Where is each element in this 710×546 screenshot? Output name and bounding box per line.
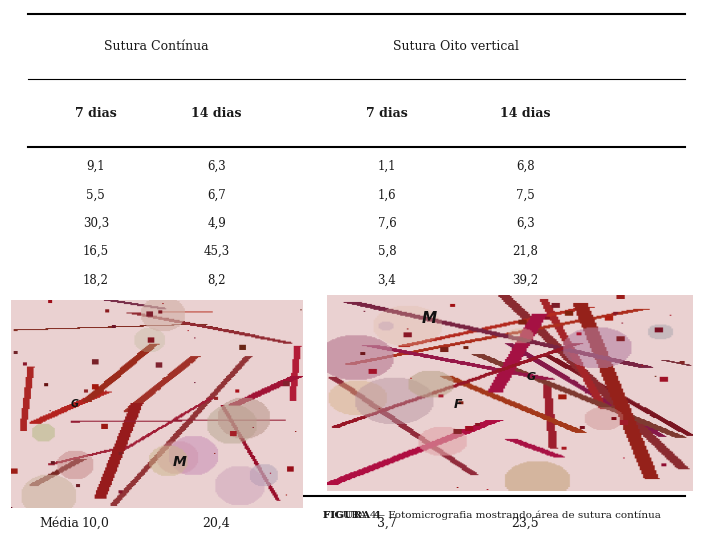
Text: 57,1: 57,1 <box>513 387 538 400</box>
Text: 5,4: 5,4 <box>207 359 226 372</box>
Text: G: G <box>527 372 536 382</box>
Text: 8,2: 8,2 <box>207 274 226 287</box>
Text: 5,5: 5,5 <box>207 387 226 400</box>
Text: 20,4: 20,4 <box>202 517 231 530</box>
Text: 27,9: 27,9 <box>513 472 538 485</box>
Text: 4,0: 4,0 <box>516 330 535 343</box>
Text: 4,0: 4,0 <box>87 472 105 485</box>
Text: 0,6: 0,6 <box>378 472 396 485</box>
Text: 9,1: 9,1 <box>87 160 105 173</box>
Text: 7,5: 7,5 <box>516 188 535 201</box>
Text: 6,3: 6,3 <box>207 160 226 173</box>
Text: 15,3: 15,3 <box>83 359 109 372</box>
Text: 4,9: 4,9 <box>207 217 226 230</box>
Text: 22,2: 22,2 <box>204 416 229 429</box>
Text: 67,7: 67,7 <box>204 302 229 315</box>
Text: 8,8: 8,8 <box>207 330 226 343</box>
Text: 5,5: 5,5 <box>378 359 396 372</box>
Text: 21,8: 21,8 <box>513 245 538 258</box>
Text: 70,5: 70,5 <box>513 359 538 372</box>
Text: 5,8: 5,8 <box>87 302 105 315</box>
Text: 3,5: 3,5 <box>207 444 226 457</box>
Text: 3,7: 3,7 <box>377 517 397 530</box>
Text: 1,6: 1,6 <box>87 387 105 400</box>
Text: 2,0: 2,0 <box>378 387 396 400</box>
Text: M: M <box>422 311 437 326</box>
Text: Sutura Oito vertical: Sutura Oito vertical <box>393 40 519 53</box>
Text: 30,6: 30,6 <box>204 472 229 485</box>
Text: 0,9: 0,9 <box>378 416 396 429</box>
Text: 6,2: 6,2 <box>378 330 396 343</box>
Text: 1,1: 1,1 <box>378 160 396 173</box>
Text: 30,3: 30,3 <box>83 217 109 230</box>
Text: 7 dias: 7 dias <box>75 106 116 120</box>
Text: 6,3: 6,3 <box>87 444 105 457</box>
Text: 23,5: 23,5 <box>512 517 539 530</box>
Text: 6,3: 6,3 <box>516 217 535 230</box>
Text: 5,5: 5,5 <box>87 188 105 201</box>
Text: 39,2: 39,2 <box>513 274 538 287</box>
Text: 14 dias: 14 dias <box>500 106 551 120</box>
Text: 6,4: 6,4 <box>516 444 535 457</box>
Text: 3,4: 3,4 <box>378 274 396 287</box>
Text: M: M <box>173 455 186 469</box>
Text: 15,3: 15,3 <box>513 302 538 315</box>
Text: 7,6: 7,6 <box>378 217 396 230</box>
Text: 2,5: 2,5 <box>87 416 105 429</box>
Text: 7 dias: 7 dias <box>366 106 408 120</box>
Text: 18,2: 18,2 <box>83 274 109 287</box>
Text: 10,0: 10,0 <box>82 517 110 530</box>
Text: 1,6: 1,6 <box>378 188 396 201</box>
Text: 3,9: 3,9 <box>378 302 396 315</box>
Text: 45,3: 45,3 <box>204 245 229 258</box>
Text: 6,8: 6,8 <box>516 160 535 173</box>
Text: Média: Média <box>39 517 79 530</box>
Text: 14 dias: 14 dias <box>191 106 242 120</box>
Text: F: F <box>454 399 462 412</box>
Text: 5,8: 5,8 <box>378 245 396 258</box>
Text: 5,9: 5,9 <box>378 444 396 457</box>
Text: FIGURA 4: FIGURA 4 <box>323 511 381 519</box>
Text: 6,7: 6,7 <box>207 188 226 201</box>
Text: FIGURA 4 – Fotomicrografia mostrando área de sutura contínua: FIGURA 4 – Fotomicrografia mostrando áre… <box>323 511 661 520</box>
Text: 16,5: 16,5 <box>83 245 109 258</box>
Text: 5,1: 5,1 <box>87 330 105 343</box>
Text: 9,4: 9,4 <box>516 416 535 429</box>
Text: Sutura Contínua: Sutura Contínua <box>104 40 209 53</box>
Text: G: G <box>71 399 79 409</box>
